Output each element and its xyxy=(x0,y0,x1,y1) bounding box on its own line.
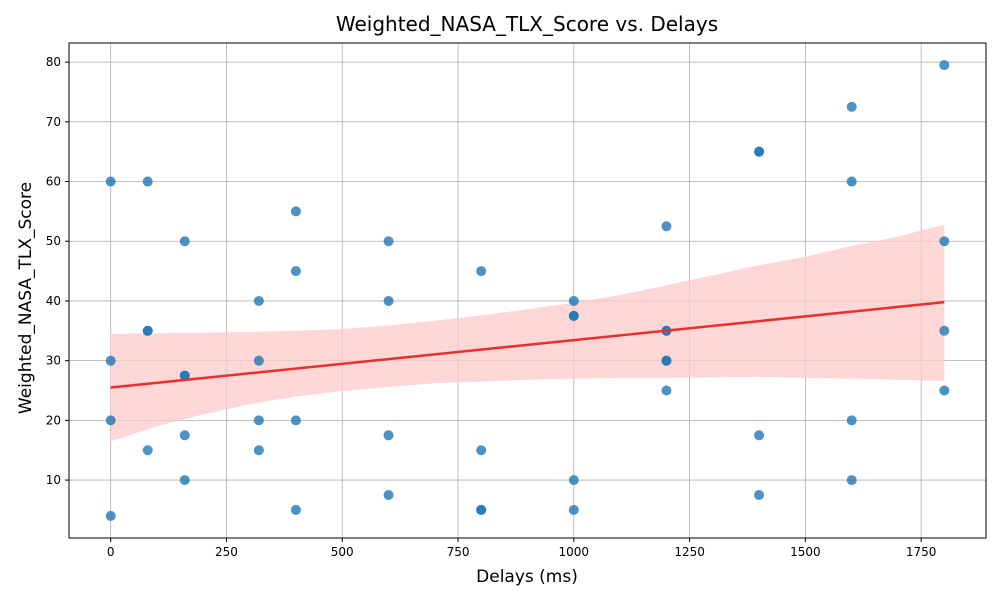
data-point xyxy=(754,490,765,501)
data-point xyxy=(476,504,487,515)
data-point xyxy=(568,310,579,321)
data-point xyxy=(179,430,190,441)
y-tick-label: 70 xyxy=(46,115,61,129)
data-point xyxy=(105,510,116,521)
data-point xyxy=(179,236,190,247)
x-tick-label: 250 xyxy=(215,545,238,559)
data-point xyxy=(179,370,190,381)
y-axis-ticks: 10 20 30 40 50 60 70 80 xyxy=(46,55,69,487)
data-point xyxy=(754,430,765,441)
x-tick-label: 1500 xyxy=(790,545,821,559)
x-tick-label: 1750 xyxy=(906,545,937,559)
data-point xyxy=(383,490,394,501)
data-point xyxy=(383,236,394,247)
data-point xyxy=(568,475,579,486)
data-point xyxy=(253,295,264,306)
data-point xyxy=(568,295,579,306)
data-point xyxy=(105,355,116,366)
y-tick-label: 10 xyxy=(46,473,61,487)
data-point xyxy=(754,146,765,157)
data-point xyxy=(142,325,153,336)
chart-title: Weighted_NASA_TLX_Score vs. Delays xyxy=(336,12,718,36)
data-point xyxy=(476,445,487,456)
y-axis-label: Weighted_NASA_TLX_Score xyxy=(16,182,36,414)
data-point xyxy=(290,415,301,426)
data-point xyxy=(846,475,857,486)
x-axis-label: Delays (ms) xyxy=(476,567,578,587)
data-point xyxy=(383,430,394,441)
y-tick-label: 30 xyxy=(46,354,61,368)
data-point xyxy=(383,295,394,306)
data-point xyxy=(290,266,301,277)
data-point xyxy=(568,504,579,515)
data-point xyxy=(846,415,857,426)
data-point xyxy=(253,415,264,426)
x-tick-label: 1250 xyxy=(674,545,705,559)
data-point xyxy=(846,101,857,112)
data-point xyxy=(846,176,857,187)
data-point xyxy=(939,385,950,396)
confidence-band xyxy=(110,224,945,442)
data-point xyxy=(142,176,153,187)
regression-line xyxy=(110,300,945,389)
data-point xyxy=(661,355,672,366)
confidence-band-layer xyxy=(110,224,945,442)
y-tick-label: 50 xyxy=(46,234,61,248)
data-point xyxy=(142,445,153,456)
data-point xyxy=(939,325,950,336)
data-point xyxy=(661,385,672,396)
data-point xyxy=(939,60,950,71)
data-point xyxy=(253,445,264,456)
y-tick-label: 40 xyxy=(46,294,61,308)
y-tick-label: 60 xyxy=(46,175,61,189)
x-tick-label: 1000 xyxy=(559,545,590,559)
plot-frame xyxy=(68,42,987,539)
data-point xyxy=(939,236,950,247)
y-tick-label: 80 xyxy=(46,55,61,69)
x-axis-ticks: 0 250 500 750 1000 1250 1500 1750 xyxy=(107,538,937,559)
data-point xyxy=(290,504,301,515)
data-point xyxy=(476,266,487,277)
data-point xyxy=(105,415,116,426)
x-tick-label: 750 xyxy=(447,545,470,559)
data-point xyxy=(253,355,264,366)
regression-layer xyxy=(110,300,945,389)
y-tick-label: 20 xyxy=(46,413,61,427)
data-point xyxy=(179,475,190,486)
data-point xyxy=(661,221,672,232)
x-tick-label: 500 xyxy=(331,545,354,559)
x-tick-label: 0 xyxy=(107,545,115,559)
data-point xyxy=(105,176,116,187)
plot-area xyxy=(68,42,987,539)
data-point xyxy=(290,206,301,217)
